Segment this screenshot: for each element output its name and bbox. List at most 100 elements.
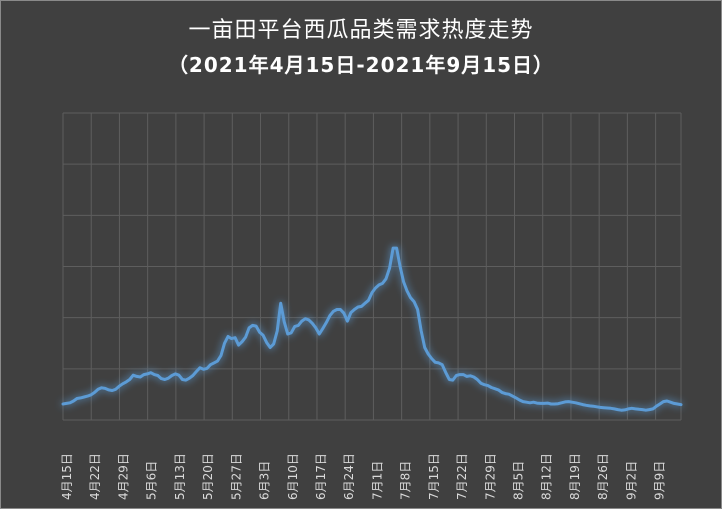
data-point	[518, 399, 520, 401]
x-tick-label: 8月26日	[596, 453, 610, 500]
data-point	[543, 402, 545, 404]
data-point	[424, 346, 426, 348]
data-point	[557, 403, 559, 405]
data-point	[466, 375, 468, 377]
data-point	[325, 321, 327, 323]
data-point	[367, 299, 369, 301]
data-point	[167, 377, 169, 379]
data-point	[171, 374, 173, 376]
data-point	[132, 374, 134, 376]
data-point	[122, 383, 124, 385]
data-point	[575, 402, 577, 404]
series-group	[61, 246, 683, 412]
data-point	[448, 378, 450, 380]
data-point	[346, 320, 348, 322]
data-point	[508, 393, 510, 395]
data-point	[515, 397, 517, 399]
x-tick-label: 8月19日	[568, 453, 582, 500]
data-point	[332, 310, 334, 312]
data-point	[497, 389, 499, 391]
data-point	[631, 407, 633, 409]
data-point	[343, 312, 345, 314]
data-point	[378, 284, 380, 286]
x-tick-label: 8月5日	[512, 461, 526, 500]
data-point	[610, 407, 612, 409]
data-point	[416, 308, 418, 310]
data-point	[139, 376, 141, 378]
data-point	[371, 291, 373, 293]
data-point	[104, 387, 106, 389]
data-point	[522, 400, 524, 402]
data-point	[469, 375, 471, 377]
data-point	[290, 332, 292, 334]
data-point	[676, 403, 678, 405]
chart-grid	[62, 112, 682, 421]
data-point	[441, 364, 443, 366]
data-point	[301, 320, 303, 322]
x-tick-label: 7月1日	[370, 461, 384, 500]
x-tick-label: 9月2日	[624, 461, 638, 500]
data-point	[255, 325, 257, 327]
x-tick-label: 6月24日	[342, 453, 356, 500]
data-point	[473, 376, 475, 378]
chart-title: 一亩田平台西瓜品类需求热度走势	[188, 18, 534, 43]
data-point	[178, 374, 180, 376]
data-point	[480, 382, 482, 384]
data-point	[192, 374, 194, 376]
data-point	[276, 330, 278, 332]
data-point	[431, 357, 433, 359]
data-point	[322, 327, 324, 329]
data-point	[476, 378, 478, 380]
data-point	[662, 400, 664, 402]
data-point	[111, 389, 113, 391]
data-point	[357, 306, 359, 308]
chart-subtitle: （2021年4月15日-2021年9月15日）	[167, 53, 555, 77]
data-point	[617, 408, 619, 410]
data-point	[213, 362, 215, 364]
data-point	[494, 388, 496, 390]
data-point	[100, 387, 102, 389]
data-point	[582, 403, 584, 405]
data-point	[353, 308, 355, 310]
data-point	[287, 333, 289, 335]
data-point	[606, 407, 608, 409]
x-tick-label: 5月20日	[201, 453, 215, 500]
x-tick-label: 5月13日	[173, 453, 187, 500]
x-tick-label: 7月15日	[427, 453, 441, 500]
data-point	[329, 314, 331, 316]
data-point	[199, 367, 201, 369]
data-point	[567, 400, 569, 402]
data-point	[546, 402, 548, 404]
data-point	[438, 362, 440, 364]
data-point	[136, 375, 138, 377]
x-tick-label: 7月22日	[455, 453, 469, 500]
data-point	[487, 384, 489, 386]
data-point	[603, 407, 605, 409]
data-point	[86, 395, 88, 397]
x-tick-label: 6月3日	[258, 461, 272, 500]
data-point	[511, 395, 513, 397]
data-point	[648, 408, 650, 410]
data-point	[294, 325, 296, 327]
data-point	[666, 400, 668, 402]
data-point	[227, 335, 229, 337]
data-point	[230, 337, 232, 339]
data-point	[297, 324, 299, 326]
data-point	[266, 341, 268, 343]
data-point	[150, 372, 152, 374]
data-point	[589, 405, 591, 407]
data-point	[206, 367, 208, 369]
data-point	[216, 360, 218, 362]
data-point	[525, 401, 527, 403]
data-point	[76, 397, 78, 399]
data-point	[181, 378, 183, 380]
data-point	[659, 403, 661, 405]
data-point	[339, 308, 341, 310]
data-point	[244, 336, 246, 338]
data-point	[490, 386, 492, 388]
data-point	[118, 385, 120, 387]
data-point	[202, 368, 204, 370]
series-line	[61, 246, 683, 412]
data-point	[564, 401, 566, 403]
